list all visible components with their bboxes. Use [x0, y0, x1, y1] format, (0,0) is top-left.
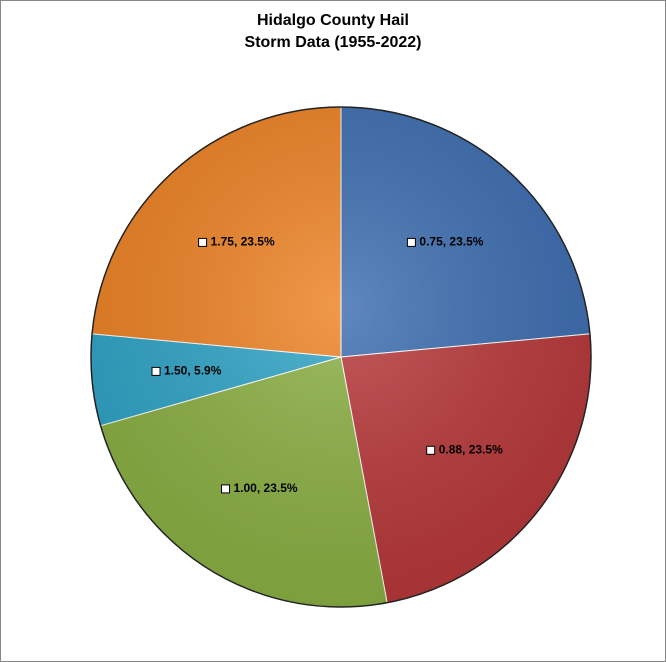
data-label-0-75: 0.75, 23.5%	[406, 235, 484, 249]
data-label-text: 1.75, 23.5%	[211, 235, 275, 249]
data-label-1-00: 1.00, 23.5%	[221, 481, 298, 495]
data-label-0-88: 0.88, 23.5%	[426, 442, 503, 456]
pie-outline	[90, 106, 592, 608]
pie-slice-1-75	[91, 106, 342, 358]
chart-title: Hidalgo County Hail Storm Data (1955-202…	[0, 10, 666, 54]
data-label-text: 0.88, 23.5%	[439, 442, 503, 456]
legend-key-icon	[198, 237, 208, 247]
data-label-1-50: 1.50, 5.9%	[151, 364, 222, 378]
legend-key-icon	[406, 237, 416, 247]
legend-key-icon	[151, 366, 161, 376]
chart-title-line-2: Storm Data (1955-2022)	[244, 34, 422, 51]
legend-key-icon	[221, 484, 230, 494]
data-label-text: 1.00, 23.5%	[234, 481, 298, 495]
legend-key-icon	[426, 445, 436, 455]
pie-slice-0-75	[340, 106, 591, 358]
chart-title-line-1: Hidalgo County Hail	[257, 12, 409, 29]
pie-labels: 0.75, 23.5% 0.88, 23.5% 1.00, 23.5% 1.50, 5…	[151, 235, 503, 495]
pie-slices	[90, 106, 592, 608]
data-label-1-75: 1.75, 23.5%	[198, 235, 275, 249]
data-label-text: 0.75, 23.5%	[419, 235, 483, 249]
data-label-text: 1.50, 5.9%	[164, 364, 222, 378]
